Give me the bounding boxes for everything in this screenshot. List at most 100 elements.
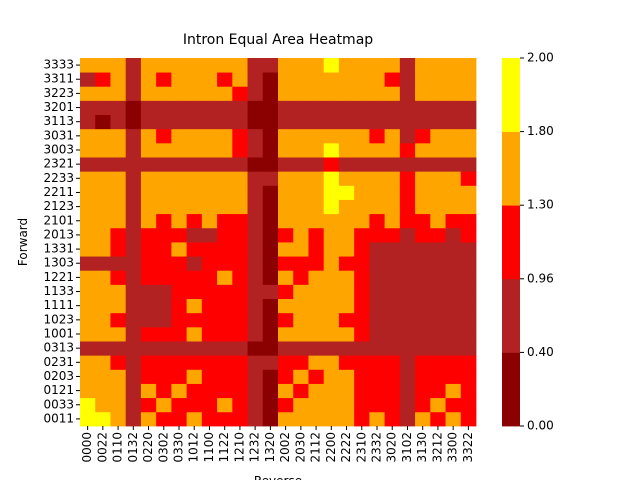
heatmap-cell	[415, 326, 431, 342]
heatmap-cell	[80, 86, 96, 101]
heatmap-cell	[415, 157, 431, 172]
heatmap-cell	[80, 411, 96, 427]
heatmap-cell	[156, 298, 172, 314]
heatmap-cell	[445, 72, 462, 87]
heatmap-cell	[445, 256, 462, 271]
heatmap-cell	[217, 114, 233, 130]
heatmap-cell	[384, 142, 401, 158]
heatmap-cell	[95, 114, 111, 130]
heatmap-cell	[156, 58, 172, 73]
x-tick-label: 2030	[293, 432, 307, 463]
heatmap-cell	[445, 157, 462, 172]
heatmap-cell	[171, 171, 188, 186]
heatmap-cell	[262, 355, 279, 370]
heatmap-cell	[262, 128, 279, 144]
heatmap-cell	[384, 114, 401, 130]
heatmap-cell	[415, 185, 431, 200]
heatmap-cell	[354, 312, 370, 328]
heatmap-cell	[95, 157, 111, 172]
heatmap-cell	[293, 312, 309, 328]
heatmap-cell	[399, 312, 416, 328]
heatmap-cell	[369, 298, 386, 314]
heatmap-cell	[262, 213, 279, 229]
heatmap-cell	[247, 213, 264, 229]
heatmap-cell	[171, 128, 188, 144]
heatmap-cell	[278, 185, 294, 200]
heatmap-cell	[430, 312, 446, 328]
heatmap-cell	[338, 411, 355, 427]
heatmap-cell	[186, 270, 203, 285]
x-tick-label: 2200	[324, 432, 338, 463]
heatmap-cell	[415, 128, 431, 144]
heatmap-cell	[217, 411, 233, 427]
heatmap-cell	[293, 298, 309, 314]
heatmap-cell	[201, 242, 218, 257]
heatmap-cell	[110, 411, 127, 427]
heatmap-cell	[171, 298, 188, 314]
heatmap-cell	[262, 86, 279, 101]
heatmap-cell	[186, 284, 203, 300]
x-tick-label: 0132	[126, 432, 140, 463]
heatmap-cell	[247, 185, 264, 200]
heatmap-cell	[369, 199, 386, 215]
heatmap-cell	[232, 171, 248, 186]
heatmap-cell	[247, 58, 264, 73]
x-tick-label: 2332	[370, 432, 384, 463]
heatmap-cell	[384, 284, 401, 300]
heatmap-cell	[201, 100, 218, 116]
heatmap-cell	[384, 58, 401, 73]
heatmap-cell	[460, 199, 477, 215]
heatmap-cell	[80, 185, 96, 200]
heatmap-cell	[384, 326, 401, 342]
heatmap-cell	[354, 298, 370, 314]
heatmap-cell	[110, 298, 127, 314]
heatmap-cell	[445, 86, 462, 101]
heatmap-cell	[415, 341, 431, 356]
heatmap-cell	[171, 58, 188, 73]
heatmap-cell	[338, 256, 355, 271]
heatmap-cell	[430, 227, 446, 243]
heatmap-cell	[232, 341, 248, 356]
heatmap-cell	[247, 411, 264, 427]
heatmap-cell	[430, 341, 446, 356]
heatmap-cell	[399, 213, 416, 229]
heatmap-cell	[156, 213, 172, 229]
heatmap-cell	[125, 213, 142, 229]
heatmap-cell	[140, 298, 157, 314]
heatmap-cell	[125, 86, 142, 101]
heatmap-cell	[232, 213, 248, 229]
heatmap-cell	[156, 270, 172, 285]
heatmap-cell	[308, 341, 325, 356]
heatmap-cell	[323, 157, 340, 172]
heatmap-cell	[278, 128, 294, 144]
heatmap-cell	[171, 185, 188, 200]
heatmap-cell	[156, 114, 172, 130]
y-tick-label: 0231	[43, 355, 74, 369]
heatmap-cell	[140, 284, 157, 300]
heatmap-cell	[338, 157, 355, 172]
heatmap-cell	[445, 227, 462, 243]
heatmap-cell	[156, 326, 172, 342]
heatmap-cell	[232, 58, 248, 73]
heatmap-cell	[171, 369, 188, 384]
heatmap-cell	[156, 142, 172, 158]
heatmap-cell	[354, 185, 370, 200]
heatmap-cell	[399, 369, 416, 384]
heatmap-cell	[110, 86, 127, 101]
heatmap-cell	[262, 397, 279, 413]
heatmap-cell	[445, 242, 462, 257]
heatmap-cell	[262, 312, 279, 328]
heatmap-cell	[186, 355, 203, 370]
heatmap-cell	[232, 284, 248, 300]
heatmap-cell	[156, 86, 172, 101]
heatmap-cell	[415, 270, 431, 285]
heatmap-cell	[354, 341, 370, 356]
heatmap-cell	[445, 383, 462, 399]
heatmap-cell	[338, 171, 355, 186]
heatmap-cell	[186, 227, 203, 243]
heatmap-cell	[384, 157, 401, 172]
heatmap-cell	[338, 312, 355, 328]
heatmap-cell	[293, 227, 309, 243]
heatmap-cell	[156, 171, 172, 186]
